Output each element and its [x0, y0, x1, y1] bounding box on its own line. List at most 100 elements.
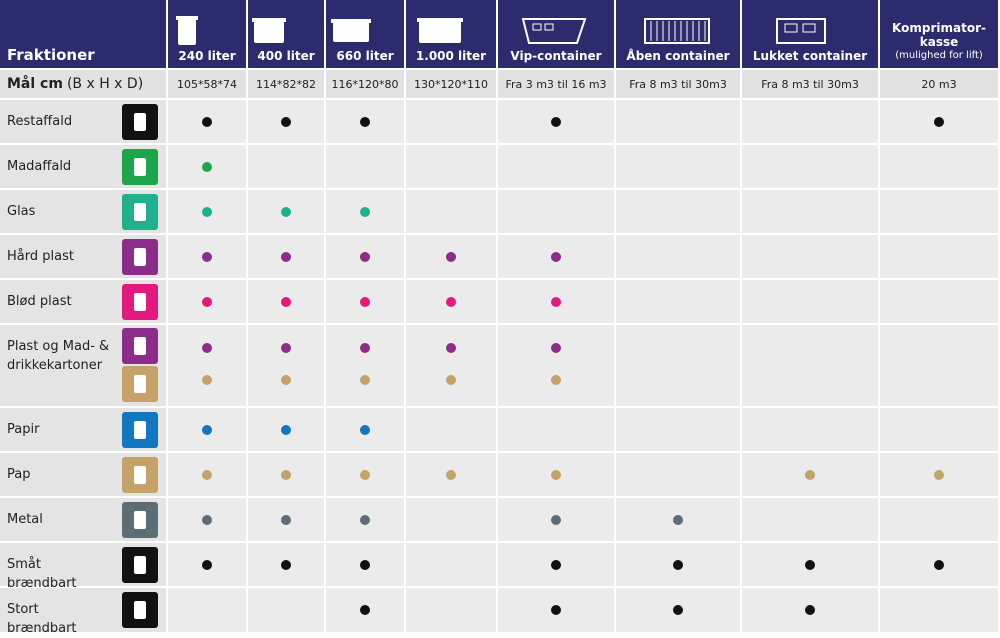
cell	[248, 145, 326, 190]
cell	[616, 408, 742, 453]
cell	[880, 145, 1000, 190]
cell	[248, 235, 326, 280]
dot	[202, 425, 212, 435]
cell	[326, 235, 406, 280]
header-cell: 660 liter	[326, 0, 406, 70]
header-cell: Lukket container	[742, 0, 880, 70]
dot	[281, 425, 291, 435]
dimension-value: Fra 8 m3 til 30m3	[616, 70, 742, 100]
dot	[360, 252, 370, 262]
dot	[360, 605, 370, 615]
dot	[446, 470, 456, 480]
cell	[248, 280, 326, 325]
dimension-value: Fra 3 m3 til 16 m3	[498, 70, 616, 100]
cell	[168, 145, 248, 190]
fraction-icon	[122, 149, 158, 185]
dot	[281, 560, 291, 570]
dimension-value: 116*120*80	[326, 70, 406, 100]
cell	[326, 543, 406, 588]
dot	[281, 297, 291, 307]
cell	[616, 588, 742, 634]
dot	[446, 297, 456, 307]
cell	[742, 280, 880, 325]
cell	[880, 325, 1000, 408]
dot	[551, 117, 561, 127]
fraction-icon	[122, 366, 158, 402]
column-label: Komprimator-kasse	[892, 21, 986, 49]
fraction-icon	[122, 194, 158, 230]
cell	[880, 453, 1000, 498]
fraction-name: Glas	[7, 204, 36, 219]
icon	[776, 18, 826, 44]
fraction-icon	[122, 592, 158, 628]
cell	[742, 235, 880, 280]
row-label: Hård plast	[0, 235, 168, 280]
dot	[202, 117, 212, 127]
dot	[202, 162, 212, 172]
cell	[498, 100, 616, 145]
cell	[168, 543, 248, 588]
cell	[742, 588, 880, 634]
header-cell: Fraktioner	[0, 0, 168, 70]
dot	[360, 207, 370, 217]
icon	[134, 601, 146, 619]
header-cell: 240 liter	[168, 0, 248, 70]
dot	[360, 297, 370, 307]
dot	[551, 297, 561, 307]
dot	[446, 252, 456, 262]
row-label: Glas	[0, 190, 168, 235]
cell	[498, 280, 616, 325]
row-label: Stort brændbart	[0, 588, 168, 636]
header-title: Fraktioner	[7, 46, 95, 64]
cell	[326, 145, 406, 190]
cell	[326, 190, 406, 235]
column-label: Vip-container	[510, 49, 602, 63]
fraction-icon	[122, 239, 158, 275]
cell	[616, 325, 742, 408]
dot	[551, 252, 561, 262]
cell	[406, 190, 498, 235]
cell	[616, 145, 742, 190]
cell	[616, 453, 742, 498]
cell	[742, 408, 880, 453]
dot	[281, 252, 291, 262]
cell	[248, 325, 326, 408]
header-cell: 1.000 liter	[406, 0, 498, 70]
fraction-name: Småt brændbart	[7, 557, 77, 591]
cell	[168, 453, 248, 498]
cell	[880, 408, 1000, 453]
cell	[248, 453, 326, 498]
dot	[360, 560, 370, 570]
cell	[742, 543, 880, 588]
icon	[521, 18, 587, 44]
cell	[326, 453, 406, 498]
cell	[248, 588, 326, 634]
dot	[360, 343, 370, 353]
dimension-value: Fra 8 m3 til 30m3	[742, 70, 880, 100]
cell	[498, 588, 616, 634]
fraction-name: Papir	[7, 422, 40, 437]
cell	[742, 325, 880, 408]
dot	[202, 560, 212, 570]
cell	[168, 235, 248, 280]
cell	[498, 325, 616, 408]
header-cell: Vip-container	[498, 0, 616, 70]
dimension-value: 130*120*110	[406, 70, 498, 100]
cell	[406, 453, 498, 498]
dot	[934, 470, 944, 480]
cell	[168, 325, 248, 408]
dot	[281, 375, 291, 385]
cell	[880, 280, 1000, 325]
column-label: 660 liter	[336, 49, 394, 63]
cell	[742, 190, 880, 235]
dot	[281, 117, 291, 127]
icon	[134, 113, 146, 131]
column-label: Åben container	[626, 49, 730, 63]
fraction-icon	[122, 547, 158, 583]
dot	[202, 343, 212, 353]
icon	[134, 203, 146, 221]
fraction-icon	[122, 412, 158, 448]
dot	[202, 297, 212, 307]
dimension-value: 20 m3	[880, 70, 1000, 100]
cell	[326, 498, 406, 543]
